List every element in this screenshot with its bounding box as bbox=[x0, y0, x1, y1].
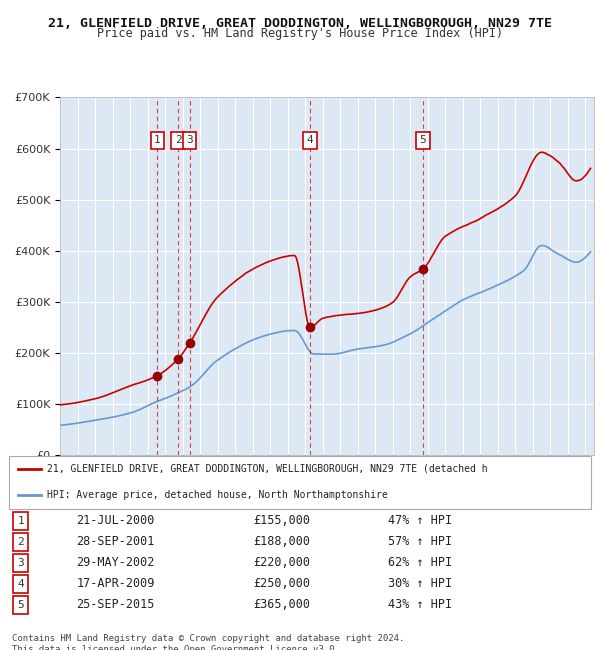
Text: 5: 5 bbox=[419, 135, 427, 146]
Text: 43% ↑ HPI: 43% ↑ HPI bbox=[388, 599, 452, 612]
Text: 62% ↑ HPI: 62% ↑ HPI bbox=[388, 556, 452, 569]
Text: £220,000: £220,000 bbox=[253, 556, 310, 569]
Text: 2: 2 bbox=[17, 537, 24, 547]
Text: £155,000: £155,000 bbox=[253, 514, 310, 527]
Text: 3: 3 bbox=[187, 135, 193, 146]
Text: 2: 2 bbox=[175, 135, 181, 146]
Text: 1: 1 bbox=[154, 135, 161, 146]
Text: 25-SEP-2015: 25-SEP-2015 bbox=[77, 599, 155, 612]
Text: 1: 1 bbox=[17, 515, 24, 526]
Text: 29-MAY-2002: 29-MAY-2002 bbox=[77, 556, 155, 569]
Text: £188,000: £188,000 bbox=[253, 536, 310, 549]
Text: 4: 4 bbox=[307, 135, 314, 146]
Text: 4: 4 bbox=[17, 579, 24, 589]
Text: 57% ↑ HPI: 57% ↑ HPI bbox=[388, 536, 452, 549]
Text: £365,000: £365,000 bbox=[253, 599, 310, 612]
Text: 28-SEP-2001: 28-SEP-2001 bbox=[77, 536, 155, 549]
Text: 3: 3 bbox=[17, 558, 24, 568]
FancyBboxPatch shape bbox=[9, 456, 591, 509]
Text: 30% ↑ HPI: 30% ↑ HPI bbox=[388, 577, 452, 590]
Text: 47% ↑ HPI: 47% ↑ HPI bbox=[388, 514, 452, 527]
Text: 21, GLENFIELD DRIVE, GREAT DODDINGTON, WELLINGBOROUGH, NN29 7TE: 21, GLENFIELD DRIVE, GREAT DODDINGTON, W… bbox=[48, 17, 552, 30]
Text: Price paid vs. HM Land Registry's House Price Index (HPI): Price paid vs. HM Land Registry's House … bbox=[97, 27, 503, 40]
Text: HPI: Average price, detached house, North Northamptonshire: HPI: Average price, detached house, Nort… bbox=[47, 490, 388, 500]
Text: Contains HM Land Registry data © Crown copyright and database right 2024.
This d: Contains HM Land Registry data © Crown c… bbox=[12, 634, 404, 650]
Text: 21-JUL-2000: 21-JUL-2000 bbox=[77, 514, 155, 527]
Text: 17-APR-2009: 17-APR-2009 bbox=[77, 577, 155, 590]
Text: £250,000: £250,000 bbox=[253, 577, 310, 590]
Text: 21, GLENFIELD DRIVE, GREAT DODDINGTON, WELLINGBOROUGH, NN29 7TE (detached h: 21, GLENFIELD DRIVE, GREAT DODDINGTON, W… bbox=[47, 464, 488, 474]
Text: 5: 5 bbox=[17, 600, 24, 610]
